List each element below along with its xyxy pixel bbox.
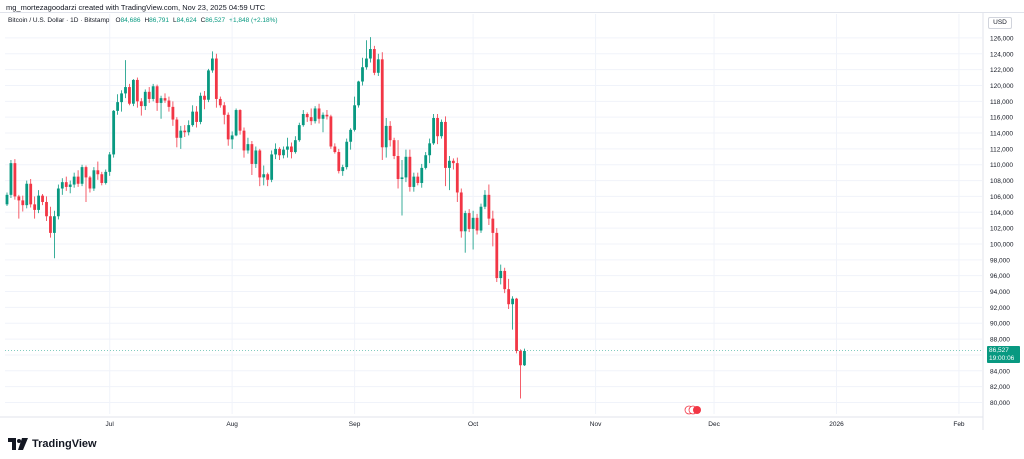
ohlc-values: O84,686 H86,791 L84,624 C86,527 +1,848 (… xyxy=(116,17,278,24)
tradingview-logo-icon xyxy=(8,438,28,450)
high-label: H xyxy=(144,17,150,24)
brand-name: TradingView xyxy=(32,438,97,450)
close-label: C xyxy=(200,17,206,24)
open-label: O xyxy=(115,17,121,24)
low-label: L xyxy=(173,17,177,24)
tradingview-logo[interactable]: TradingView xyxy=(8,438,97,450)
chart-frame xyxy=(0,12,1024,459)
change-value: +1,848 (+2.18%) xyxy=(229,17,278,24)
high-value: 86,791 xyxy=(149,17,170,24)
currency-selector[interactable]: USD xyxy=(988,17,1012,29)
symbol-legend: Bitcoin / U.S. Dollar · 1D · Bitstamp O8… xyxy=(8,17,278,24)
symbol-title[interactable]: Bitcoin / U.S. Dollar · 1D · Bitstamp xyxy=(8,17,110,24)
low-value: 84,624 xyxy=(176,17,197,24)
chart-attribution: mg_mortezagoodarzi created with TradingV… xyxy=(6,3,266,12)
last-price-badge: 86,527 19:00:06 xyxy=(987,346,1020,363)
bar-countdown: 19:00:06 xyxy=(989,355,1015,362)
close-value: 86,527 xyxy=(205,17,226,24)
last-price-value: 86,527 xyxy=(989,347,1009,354)
open-value: 84,686 xyxy=(120,17,141,24)
